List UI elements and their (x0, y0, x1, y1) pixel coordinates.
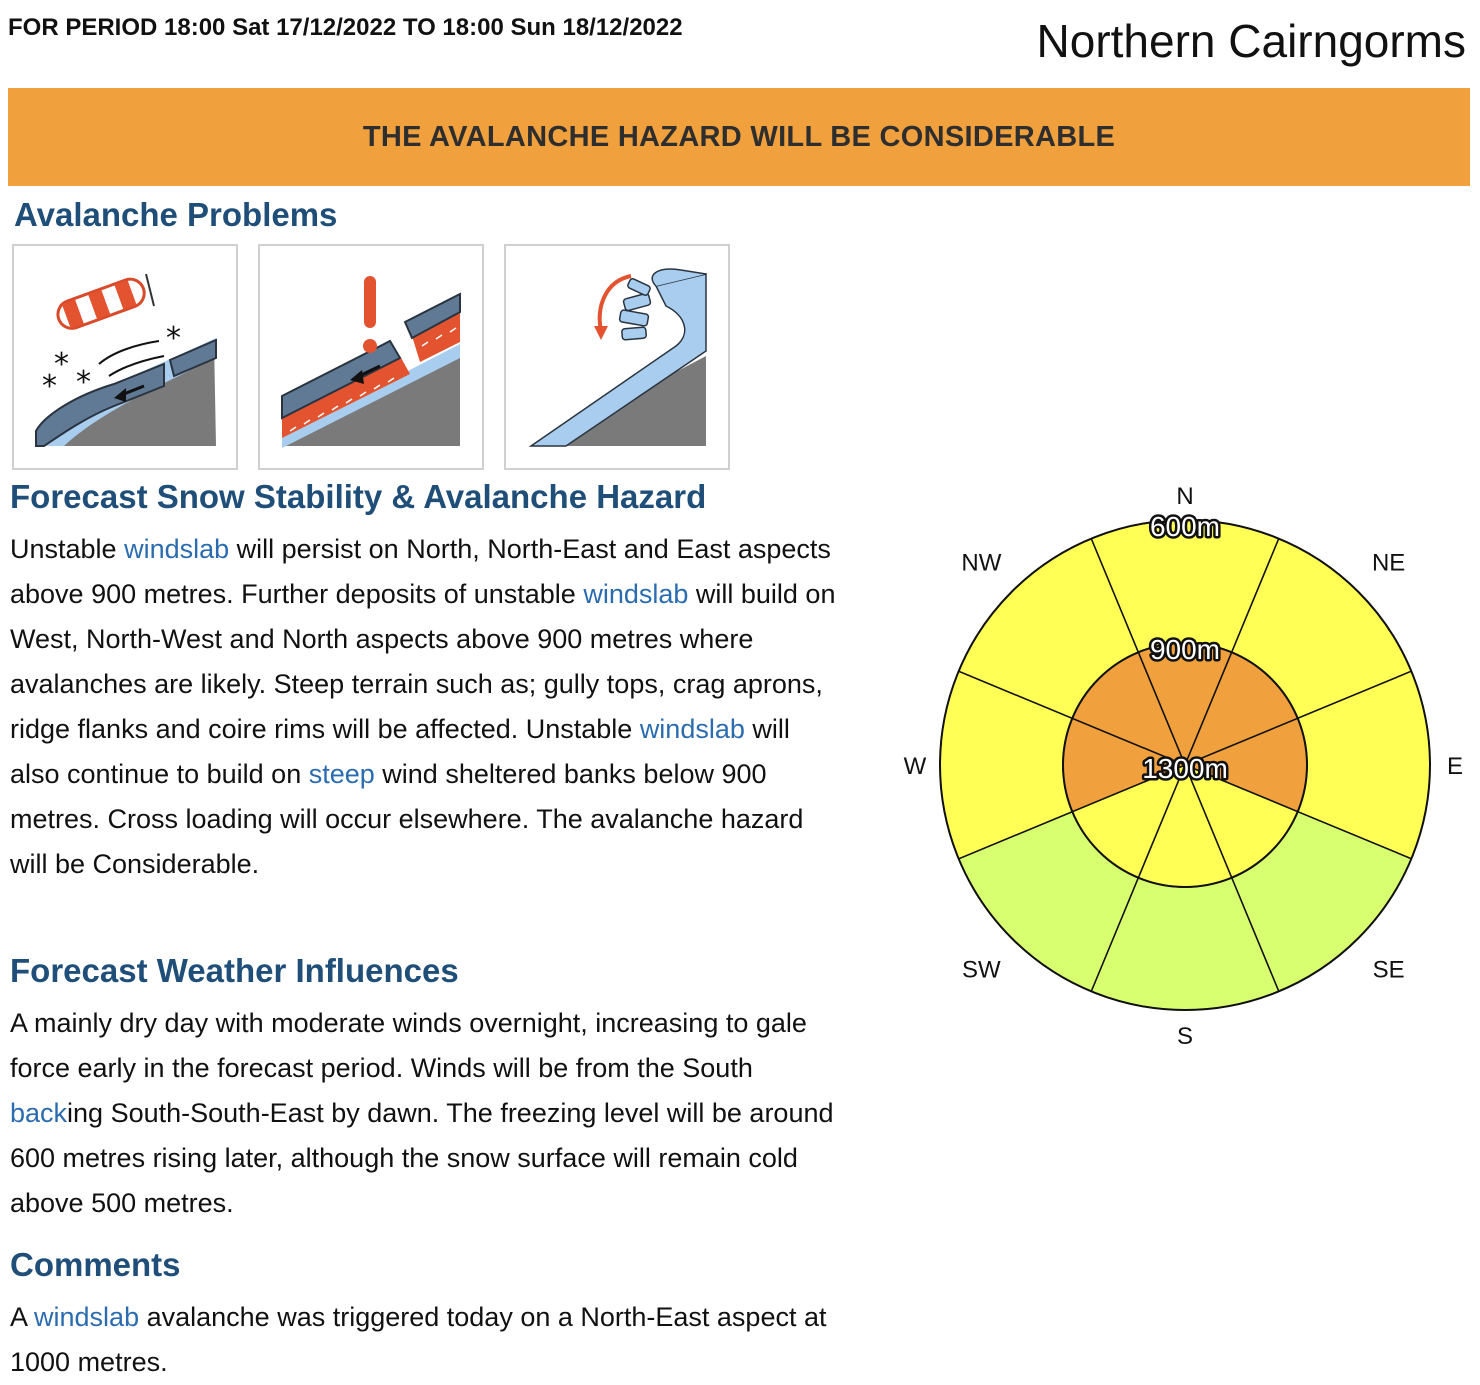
text-segment: A (10, 1302, 35, 1332)
glossary-link-windslab[interactable]: windslab (639, 714, 745, 744)
text-segment: will build on West, North-West and North… (10, 579, 836, 744)
forecast-period: FOR PERIOD 18:00 Sat 17/12/2022 TO 18:00… (8, 14, 683, 41)
windslab-problem-card[interactable]: * * * * (12, 244, 238, 470)
snow-stability-text: Unstable windslab will persist on North,… (10, 527, 840, 887)
rose-elevation-label: 600m (1150, 511, 1220, 542)
hazard-compass-rose: N NE E SE S SW W NW 600m 900m 1300m (904, 483, 1463, 1050)
svg-text:*: * (42, 369, 57, 404)
avalanche-problems-heading: Avalanche Problems (14, 196, 338, 233)
cornice-collapse-icon (528, 268, 707, 447)
rose-direction-label-s: S (1177, 1023, 1193, 1050)
avalanche-problems-list: * * * * (12, 244, 730, 470)
cornice-problem-card[interactable] (504, 244, 730, 470)
area-name: Northern Cairngorms (1036, 15, 1466, 67)
glossary-link-windslab[interactable]: windslab (583, 579, 689, 609)
rose-direction-label-sw: SW (962, 957, 1001, 984)
persistent-weak-layer-problem-card[interactable] (258, 244, 484, 470)
rose-direction-label-se: SE (1373, 957, 1405, 984)
hazard-banner: THE AVALANCHE HAZARD WILL BE CONSIDERABL… (8, 88, 1470, 186)
rose-direction-label-w: W (904, 753, 927, 780)
text-segment: ing South-South-East by dawn. The freezi… (10, 1098, 834, 1218)
glossary-link-back[interactable]: back (10, 1098, 68, 1128)
svg-text:*: * (76, 365, 91, 400)
rose-direction-label-nw: NW (961, 549, 1001, 576)
text-segment: will also continue to build on (10, 714, 790, 789)
rose-elevation-label: 1300m (1142, 753, 1228, 784)
rose-inner-ring (1062, 642, 1308, 888)
svg-text:*: * (54, 347, 69, 382)
text-segment: wind sheltered banks below 900 metres. C… (10, 759, 804, 879)
glossary-link-steep[interactable]: steep (308, 759, 375, 789)
rose-direction-label-ne: NE (1372, 549, 1405, 576)
comments-text: A windslab avalanche was triggered today… (10, 1295, 840, 1385)
rose-direction-label-n: N (1176, 483, 1193, 510)
svg-text:*: * (166, 321, 181, 356)
weather-influences-heading: Forecast Weather Influences (10, 952, 459, 989)
snow-stability-heading: Forecast Snow Stability & Avalanche Haza… (10, 478, 707, 515)
rose-elevation-label: 900m (1150, 634, 1220, 665)
rose-direction-label-e: E (1447, 753, 1463, 780)
weather-influences-text: A mainly dry day with moderate winds ove… (10, 1001, 840, 1226)
text-segment: avalanche was triggered today on a North… (10, 1302, 827, 1377)
rose-outer-ring (939, 519, 1431, 1011)
text-segment: will persist on North, North-East and Ea… (10, 534, 831, 609)
persistent-weak-layer-icon (281, 276, 461, 448)
glossary-link-windslab[interactable]: windslab (124, 534, 230, 564)
text-segment: A mainly dry day with moderate winds ove… (10, 1008, 807, 1083)
text-segment: Unstable (10, 534, 125, 564)
comments-heading: Comments (10, 1246, 181, 1283)
glossary-link-windslab[interactable]: windslab (34, 1302, 140, 1332)
windslab-windsock-icon: * * * * (35, 273, 217, 447)
